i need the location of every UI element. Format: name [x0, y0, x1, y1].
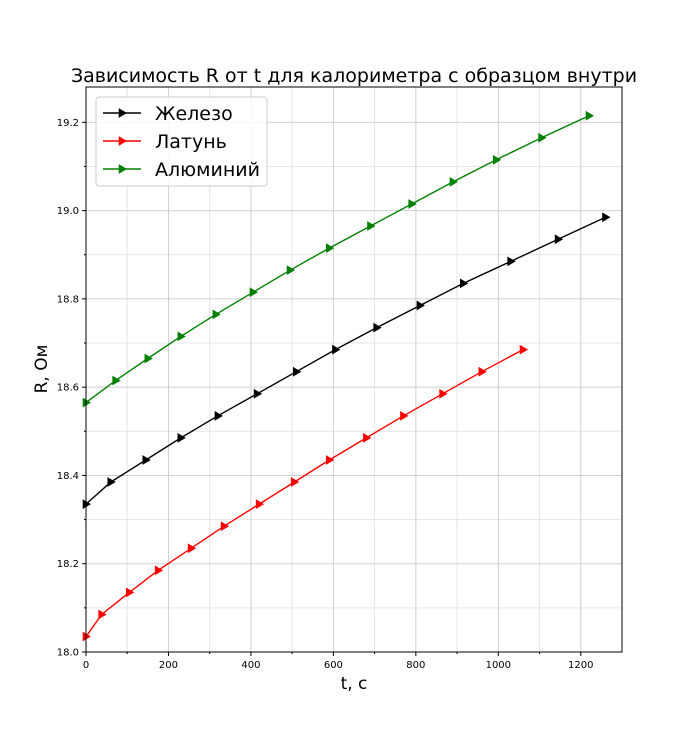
data-point-marker — [585, 110, 595, 121]
axis-ticks: 0 200 400 600 800 1000 1200 18.0 18.2 18.4 18.6 18.… — [57, 118, 594, 671]
data-point-marker — [253, 388, 263, 399]
chart-title: Зависимость R от t для калориметра с обр… — [71, 65, 637, 87]
data-point-marker — [142, 455, 151, 465]
x-tick-label: 800 — [406, 660, 425, 671]
data-point-marker — [439, 388, 448, 399]
legend-label: Латунь — [155, 131, 227, 153]
data-point-marker — [214, 410, 223, 421]
series-line — [85, 115, 590, 404]
data-point-marker — [408, 199, 417, 209]
legend-marker — [118, 108, 127, 118]
data-point-marker — [212, 309, 221, 320]
data-point-marker — [602, 212, 611, 223]
data-point-marker — [82, 397, 91, 408]
x-tick-label: 0 — [83, 660, 89, 671]
x-axis-label: t, с — [341, 674, 368, 694]
data-point-marker — [519, 344, 529, 355]
legend-label: Алюминий — [155, 159, 260, 181]
data-point-marker — [112, 375, 121, 386]
legend: Железо Латунь Алюминий — [95, 96, 268, 187]
data-point-marker — [449, 177, 458, 187]
data-point-marker — [187, 543, 197, 554]
legend-box — [95, 96, 268, 187]
x-tick-label: 200 — [159, 660, 178, 671]
legend-entry: Железо — [103, 103, 233, 125]
series-3 — [82, 110, 595, 408]
data-point-marker — [177, 331, 186, 342]
data-point-marker — [292, 366, 302, 377]
y-tick-label: 18.8 — [57, 294, 79, 305]
data-point-marker — [82, 499, 91, 510]
data-point-marker — [363, 433, 372, 443]
data-point-marker — [177, 433, 186, 443]
legend-marker — [118, 136, 127, 146]
data-point-marker — [325, 243, 335, 253]
data-point-marker — [125, 587, 135, 598]
data-point-marker — [492, 154, 502, 165]
y-tick-label: 19.0 — [57, 206, 79, 217]
data-point-marker — [98, 609, 107, 620]
data-point-marker — [249, 287, 258, 298]
x-tick-label: 1200 — [568, 660, 593, 671]
data-point-marker — [507, 256, 516, 267]
legend-marker — [118, 164, 127, 174]
data-point-marker — [144, 353, 153, 364]
data-point-marker — [107, 477, 116, 487]
y-tick-label: 18.6 — [57, 383, 79, 394]
data-point-marker — [400, 410, 409, 421]
y-tick-label: 19.2 — [57, 118, 79, 129]
series-1 — [82, 212, 611, 510]
data-point-marker — [478, 366, 487, 377]
data-point-marker — [332, 344, 341, 355]
data-point-marker — [538, 132, 547, 143]
legend-label: Железо — [155, 103, 233, 125]
y-axis-label: R, Ом — [32, 345, 52, 394]
series-line — [85, 216, 606, 505]
data-point-marker — [220, 521, 230, 532]
data-point-marker — [459, 278, 469, 289]
data-point-marker — [286, 265, 296, 276]
y-tick-label: 18.4 — [57, 471, 79, 482]
data-point-marker — [325, 455, 335, 465]
series-layer — [82, 110, 611, 642]
y-tick-label: 18.2 — [57, 559, 79, 570]
data-point-marker — [554, 234, 564, 245]
data-point-marker — [416, 300, 425, 311]
legend-entry: Латунь — [103, 131, 227, 153]
y-tick-label: 18.0 — [57, 648, 79, 659]
data-point-marker — [154, 565, 164, 576]
data-point-marker — [255, 499, 265, 510]
x-tick-label: 1000 — [486, 660, 511, 671]
data-point-marker — [373, 322, 382, 333]
series-2 — [82, 344, 529, 642]
data-point-marker — [290, 477, 300, 487]
plot-frame — [85, 86, 623, 653]
series-line — [85, 348, 524, 638]
x-tick-label: 400 — [241, 660, 260, 671]
legend-entry: Алюминий — [103, 159, 260, 181]
data-point-marker — [367, 221, 376, 231]
x-tick-label: 600 — [324, 660, 343, 671]
data-point-marker — [82, 631, 91, 642]
